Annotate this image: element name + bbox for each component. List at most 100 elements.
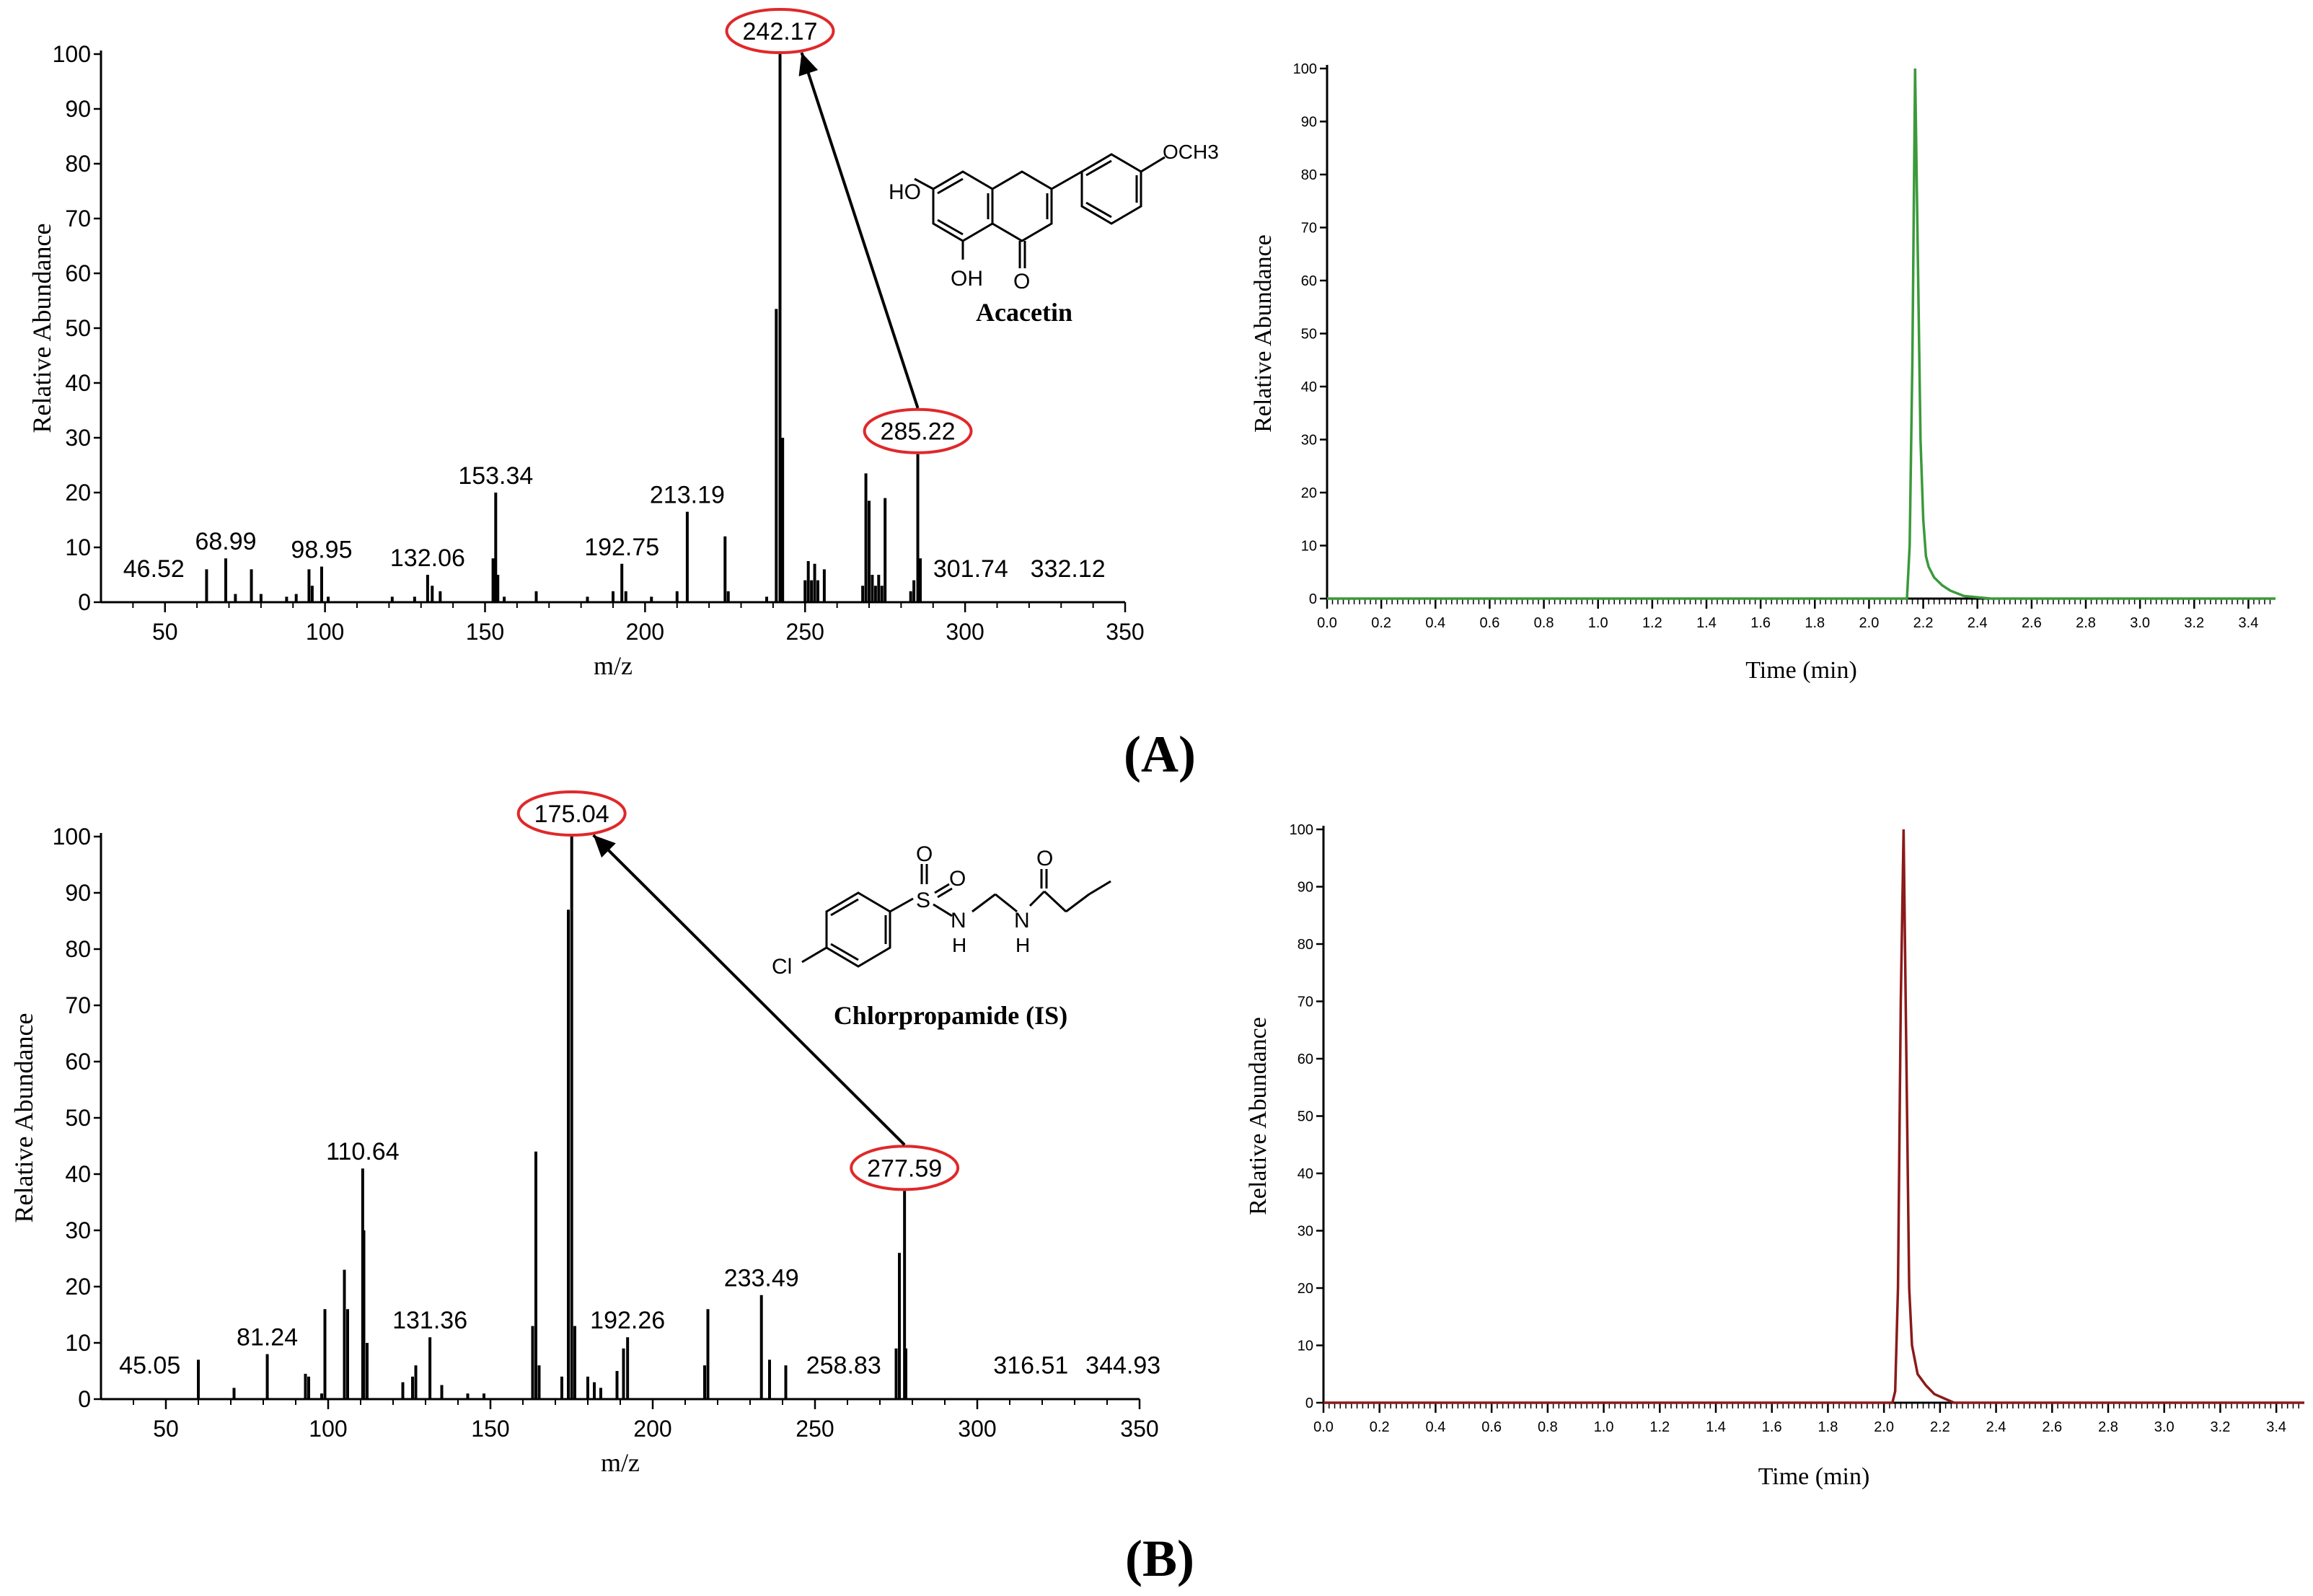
fragmentation-arrow (592, 834, 906, 1146)
x-tick-label: 0.6 (1480, 615, 1500, 631)
y-tick-label: 50 (1298, 1109, 1313, 1125)
x-tick-label: 0.0 (1317, 615, 1337, 631)
peak-label: 192.26 (590, 1307, 665, 1334)
y-tick-label: 0 (1309, 591, 1317, 607)
chromatogram-plot-a: 0 10 20 30 40 50 60 70 80 90 100 0.0 0.2 0.4 0.6 0.8 1.0… (1250, 61, 2275, 684)
y-tick-label: 40 (1301, 379, 1317, 395)
x-tick-label: 2.4 (1986, 1419, 2006, 1435)
peak-label: 213.19 (650, 482, 725, 509)
x-tick-label: 350 (1120, 1416, 1158, 1442)
x-tick-label: 3.0 (2154, 1419, 2175, 1435)
y-tick-label: 90 (65, 880, 91, 906)
y-tick-label: 10 (65, 534, 91, 560)
y-tick-label: 90 (1298, 880, 1313, 896)
y-tick-label: 50 (65, 315, 91, 341)
spectrum-plot-b: 0 10 20 30 40 50 60 70 80 90 100 50 100 150 200 250 300 3… (9, 790, 1160, 1477)
x-tick-label: 50 (152, 619, 178, 645)
peak-label: 316.51 (993, 1352, 1068, 1380)
peak-label: 110.64 (326, 1138, 399, 1165)
x-tick-label: 0.4 (1425, 615, 1445, 631)
highlighted-peak-label: 242.17 (743, 18, 818, 45)
x-tick-label: 2.4 (1968, 615, 1988, 631)
x-tick-label: 300 (946, 619, 984, 645)
y-tick-label: 50 (65, 1105, 91, 1131)
acacetin-structure (914, 153, 1166, 268)
chlorpropamide-s-label: S (916, 889, 930, 912)
y-tick-label: 0 (78, 589, 91, 615)
y-tick-label: 60 (65, 1049, 91, 1075)
x-tick-label: 1.8 (1818, 1419, 1838, 1435)
y-tick-label: 40 (1298, 1166, 1313, 1182)
panel-label-a: (A) (1124, 726, 1196, 783)
x-tick-label: 3.4 (2266, 1419, 2286, 1435)
peak-label: 258.83 (806, 1352, 881, 1380)
y-tick-label: 60 (1301, 273, 1317, 289)
y-tick-label: 80 (65, 151, 91, 177)
panel-label-b: (B) (1125, 1530, 1194, 1587)
y-tick-label: 30 (65, 425, 91, 451)
peak-label: 81.24 (237, 1324, 298, 1352)
y-axis-label: Relative Abundance (1245, 1017, 1272, 1215)
highlight-ellipse (725, 8, 835, 54)
x-tick-label: 1.8 (1805, 615, 1825, 631)
x-tick-label: 150 (471, 1416, 509, 1442)
y-tick-label: 60 (1298, 1051, 1313, 1067)
peak-label: 131.36 (392, 1307, 467, 1334)
x-tick-label: 2.8 (2076, 615, 2096, 631)
peak-label: 344.93 (1085, 1352, 1160, 1380)
x-tick-label: 3.4 (2239, 615, 2259, 631)
y-tick-label: 100 (53, 41, 91, 67)
highlighted-peak-label: 285.22 (881, 418, 956, 446)
chlorpropamide-cl-label: Cl (772, 955, 792, 979)
x-tick-label: 100 (306, 619, 344, 645)
y-tick-label: 50 (1301, 327, 1317, 343)
x-tick-label: 2.8 (2098, 1419, 2118, 1435)
chlorpropamide-h1-label: H (952, 934, 966, 956)
x-tick-label: 1.4 (1696, 615, 1717, 631)
y-tick-label: 30 (1298, 1224, 1313, 1240)
acacetin-ring-a (932, 170, 994, 242)
x-tick-label: 3.2 (2184, 615, 2204, 631)
y-tick-label: 60 (65, 260, 91, 286)
x-tick-label: 1.2 (1642, 615, 1662, 631)
chlorpropamide-o3-label: O (1036, 847, 1053, 870)
peak-label: 301.74 (933, 555, 1008, 583)
peak-label: 45.05 (119, 1352, 180, 1380)
y-tick-label: 70 (65, 992, 91, 1018)
x-tick-label: 3.2 (2211, 1419, 2231, 1435)
chlorpropamide-n2-label: N (1014, 909, 1030, 933)
peak-label: 46.52 (123, 555, 185, 583)
x-tick-label: 50 (153, 1416, 179, 1442)
y-tick-label: 20 (65, 1274, 91, 1300)
x-tick-label: 0.8 (1538, 1419, 1558, 1435)
chlorpropamide-n1-label: N (951, 909, 966, 933)
y-tick-label: 100 (1290, 822, 1313, 838)
x-tick-label: 1.0 (1594, 1419, 1614, 1435)
chromatogram-trace (1327, 68, 2275, 600)
y-tick-label: 20 (1301, 485, 1317, 501)
x-tick-label: 200 (626, 619, 664, 645)
x-axis-label: m/z (594, 651, 633, 680)
chlorpropamide-structure (801, 864, 1111, 968)
x-tick-label: 1.6 (1750, 615, 1771, 631)
chlorpropamide-ring (825, 891, 891, 968)
acacetin-ring-c (991, 170, 1053, 242)
x-tick-label: 2.0 (1859, 615, 1880, 631)
highlight-ellipse (850, 1145, 960, 1191)
y-tick-label: 90 (1301, 115, 1317, 131)
x-tick-label: 0.2 (1370, 1419, 1390, 1435)
y-tick-label: 80 (1298, 937, 1313, 953)
acacetin-ho-label: HO (889, 180, 921, 204)
y-axis-label: Relative Abundance (1250, 234, 1277, 433)
x-tick-label: 150 (466, 619, 504, 645)
y-tick-label: 70 (1301, 221, 1317, 237)
y-tick-label: 100 (53, 824, 91, 850)
x-axis-label: Time (min) (1758, 1463, 1870, 1490)
x-tick-label: 250 (796, 1416, 834, 1442)
x-tick-label: 1.4 (1706, 1419, 1726, 1435)
peak-label: 132.06 (390, 545, 465, 572)
y-tick-label: 20 (65, 480, 91, 506)
x-tick-label: 300 (958, 1416, 996, 1442)
x-tick-label: 1.6 (1762, 1419, 1782, 1435)
chromatogram-plot-b: 0 10 20 30 40 50 60 70 80 90 100 0.0 0.2 0.4 0.6 0.8 1.0… (1245, 822, 2304, 1490)
